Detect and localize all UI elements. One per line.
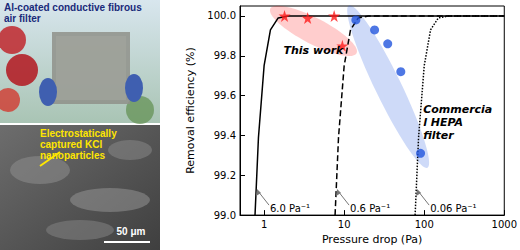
svg-text:l HEPA: l HEPA [423, 116, 467, 129]
svg-text:0.6 Pa⁻¹: 0.6 Pa⁻¹ [350, 203, 390, 214]
svg-text:1: 1 [261, 219, 267, 230]
svg-text:6.0 Pa⁻¹: 6.0 Pa⁻¹ [270, 203, 310, 214]
html-text:Electrostatically captured KCl: Electrostatically captured KCl nanoparti… [40, 128, 117, 161]
svg-text:filter: filter [423, 129, 454, 142]
svg-text:99.8: 99.8 [214, 50, 236, 61]
svg-text:99.2: 99.2 [214, 170, 236, 181]
svg-text:10: 10 [338, 219, 351, 230]
svg-text:99.0: 99.0 [214, 210, 236, 221]
svg-text:Pressure drop (Pa): Pressure drop (Pa) [322, 233, 422, 246]
svg-text:100.0: 100.0 [207, 10, 236, 21]
html-text:50 μm: 50 μm [116, 226, 146, 237]
html-text:Al-coated conductive fibrous a: Al-coated conductive fibrous air filter [4, 2, 142, 24]
svg-text:This work: This work [283, 44, 344, 57]
svg-text:0.06 Pa⁻¹: 0.06 Pa⁻¹ [430, 203, 476, 214]
svg-text:Removal efficiency (%): Removal efficiency (%) [184, 47, 197, 174]
svg-text:99.4: 99.4 [214, 130, 236, 141]
svg-text:100: 100 [415, 219, 434, 230]
svg-text:Commercia: Commercia [423, 103, 492, 116]
svg-text:99.6: 99.6 [214, 90, 236, 101]
svg-text:1000: 1000 [492, 219, 517, 230]
